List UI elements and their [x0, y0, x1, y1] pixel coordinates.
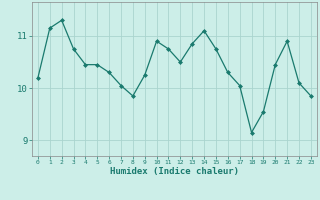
X-axis label: Humidex (Indice chaleur): Humidex (Indice chaleur): [110, 167, 239, 176]
